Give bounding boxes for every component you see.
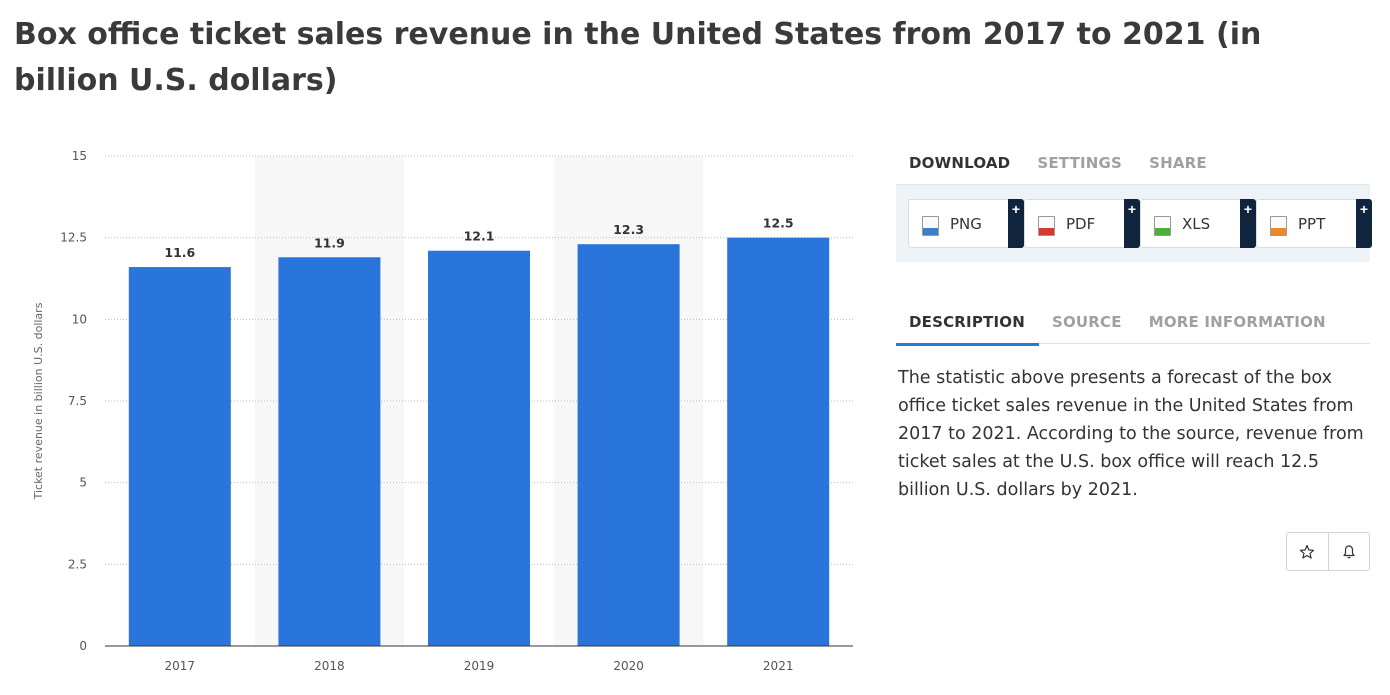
tab-source[interactable]: SOURCE (1051, 313, 1122, 331)
bar-2017[interactable] (128, 267, 231, 646)
y-tick-label: 5 (79, 476, 87, 490)
xls-plus-button[interactable]: + (1240, 199, 1256, 248)
bar-value-label: 12.3 (613, 222, 644, 237)
y-tick-label: 0 (79, 639, 87, 653)
tab-settings[interactable]: SETTINGS (1037, 154, 1123, 172)
favorite-button[interactable] (1287, 533, 1328, 570)
tab-more-information[interactable]: MORE INFORMATION (1148, 313, 1326, 331)
download-tabs: DOWNLOAD SETTINGS SHARE (896, 146, 1370, 187)
bar-2021[interactable] (727, 237, 830, 646)
x-tick-label: 2020 (613, 659, 644, 673)
bar-value-label: 12.5 (763, 216, 794, 231)
x-tick-label: 2017 (165, 659, 196, 673)
pdf-label: PDF (1066, 215, 1096, 233)
y-tick-label: 10 (72, 312, 87, 326)
y-axis-label: Ticket revenue in billion U.S. dollars (32, 302, 45, 500)
star-icon (1300, 544, 1315, 559)
pdf-plus-button[interactable]: + (1124, 199, 1140, 248)
ppt-file-icon (1270, 216, 1287, 236)
ppt-plus-button[interactable]: + (1356, 199, 1372, 248)
x-tick-label: 2019 (464, 659, 495, 673)
action-icons (1286, 532, 1370, 571)
x-tick-label: 2018 (314, 659, 345, 673)
png-file-icon (922, 216, 939, 236)
tab-download[interactable]: DOWNLOAD (896, 146, 1025, 187)
tab-description[interactable]: DESCRIPTION (896, 305, 1039, 346)
pdf-file-icon (1038, 216, 1055, 236)
y-tick-label: 2.5 (68, 557, 87, 571)
pdf-download-button[interactable]: PDF + (1024, 199, 1140, 248)
bar-value-label: 11.9 (314, 235, 345, 250)
bar-value-label: 11.6 (164, 245, 195, 260)
bar-chart: 11.6 11.9 12.1 12.3 12.5 0 2.5 5 7.5 10 12.5 15 20… (32, 149, 853, 673)
download-panel: PNG + PDF + XLS + PPT + (896, 184, 1372, 262)
ppt-label: PPT (1298, 215, 1326, 233)
bar-2019[interactable] (428, 250, 530, 646)
bar-2018[interactable] (278, 257, 381, 646)
y-tick-label: 7.5 (68, 394, 87, 408)
bell-icon (1343, 544, 1355, 558)
xls-label: XLS (1182, 215, 1211, 233)
chart-title: Box office ticket sales revenue in the U… (14, 17, 1262, 98)
png-label: PNG (950, 215, 982, 233)
bar-value-label: 12.1 (464, 229, 495, 244)
bar-2020[interactable] (577, 244, 680, 646)
tab-share[interactable]: SHARE (1149, 154, 1207, 172)
png-download-button[interactable]: PNG + (908, 199, 1024, 248)
png-plus-button[interactable]: + (1008, 199, 1024, 248)
description-tabs: DESCRIPTION SOURCE MORE INFORMATION (896, 305, 1370, 346)
x-tick-label: 2021 (763, 659, 794, 673)
ppt-download-button[interactable]: PPT + (1256, 199, 1372, 248)
description-text: The statistic above presents a forecast … (898, 368, 1364, 500)
xls-download-button[interactable]: XLS + (1140, 199, 1256, 248)
y-tick-label: 15 (72, 149, 87, 163)
xls-file-icon (1154, 216, 1171, 236)
notification-button[interactable] (1327, 533, 1370, 570)
y-tick-label: 12.5 (60, 231, 87, 245)
